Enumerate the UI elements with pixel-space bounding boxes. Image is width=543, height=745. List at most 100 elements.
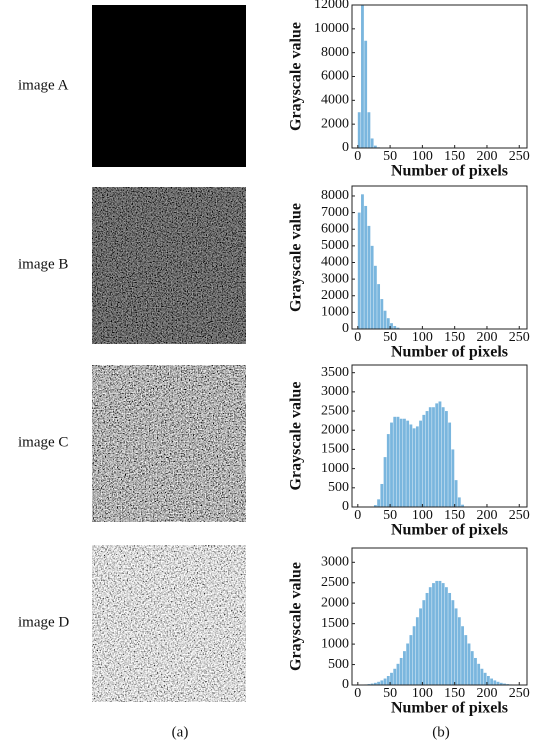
y-tick-label: 3500	[321, 365, 349, 380]
x-tick-label: 200	[476, 149, 497, 164]
bar	[467, 643, 471, 685]
bar	[383, 678, 387, 685]
bars	[357, 194, 406, 329]
bar	[406, 643, 410, 685]
bar	[393, 326, 397, 329]
x-tick-label: 100	[412, 508, 433, 523]
bar	[444, 411, 448, 507]
y-tick-label: 0	[342, 677, 349, 692]
bar	[451, 449, 455, 507]
plot-frame	[351, 547, 528, 686]
bar	[493, 680, 497, 685]
y-tick-label: 4000	[321, 255, 349, 270]
bar	[480, 668, 484, 685]
bars	[373, 401, 468, 507]
y-tick-label: 10000	[314, 21, 349, 36]
bar	[370, 245, 374, 329]
bar	[419, 420, 422, 507]
bar	[451, 600, 455, 685]
y-tick-label: 1000	[321, 636, 349, 651]
bar	[380, 483, 384, 507]
x-axis-label: Number of pixels	[391, 344, 508, 361]
y-tick-label: 1500	[321, 442, 349, 457]
bar	[370, 138, 374, 148]
bar	[503, 683, 506, 685]
bar	[393, 668, 397, 685]
y-axis-label: Grayscale value	[288, 203, 305, 312]
bar	[454, 608, 458, 685]
y-tick-label: 0	[342, 140, 349, 155]
bar	[441, 583, 445, 685]
bar	[483, 672, 487, 685]
bar	[474, 657, 477, 685]
y-tick-label: 0	[342, 499, 349, 514]
plot-frame	[351, 185, 528, 330]
y-tick-label: 8000	[321, 45, 349, 60]
bar	[396, 416, 400, 507]
y-tick-label: 500	[328, 480, 349, 495]
panel-label: (b)	[432, 724, 450, 740]
bar	[461, 504, 464, 507]
bar	[393, 416, 397, 507]
image-label: image B	[18, 256, 68, 272]
y-tick-label: 4000	[321, 93, 349, 108]
image-label: image A	[18, 77, 69, 93]
y-tick-label: 0	[342, 321, 349, 336]
x-tick-label: 50	[383, 686, 397, 701]
y-tick-label: 2000	[321, 288, 349, 303]
bar	[432, 583, 435, 685]
x-tick-label: 0	[354, 330, 361, 345]
x-tick-label: 0	[354, 508, 361, 523]
bar	[367, 225, 371, 329]
bar	[361, 5, 364, 148]
y-tick-label: 8000	[321, 188, 349, 203]
bar	[415, 426, 419, 507]
x-tick-label: 200	[476, 330, 497, 345]
bar	[386, 676, 390, 685]
bar	[383, 310, 387, 329]
bar	[409, 424, 413, 507]
y-tick-label: 6000	[321, 221, 349, 236]
y-tick-label: 5000	[321, 238, 349, 253]
bar	[499, 682, 503, 685]
bar	[380, 680, 384, 685]
bar	[403, 651, 406, 685]
panel-label: (a)	[172, 724, 189, 740]
bar	[490, 678, 494, 685]
y-tick-label: 7000	[321, 205, 349, 220]
bar	[373, 145, 377, 148]
y-tick-label: 1500	[321, 616, 349, 631]
bar	[428, 407, 432, 507]
bar	[373, 265, 377, 329]
y-tick-label: 3000	[321, 384, 349, 399]
x-tick-label: 0	[354, 686, 361, 701]
bar	[364, 40, 368, 148]
bar	[422, 600, 426, 685]
bar	[425, 592, 429, 685]
x-tick-label: 250	[509, 686, 530, 701]
plot-frame	[351, 364, 528, 508]
bar	[409, 635, 413, 685]
bar	[428, 587, 432, 685]
image-label: image D	[18, 614, 69, 630]
bar	[386, 318, 390, 329]
x-tick-label: 250	[509, 149, 530, 164]
x-tick-label: 200	[476, 686, 497, 701]
bar	[457, 617, 461, 685]
image-c-noise	[92, 365, 246, 522]
bar	[432, 407, 435, 507]
bar	[425, 411, 429, 507]
x-axis-label: Number of pixels	[391, 522, 508, 539]
x-tick-label: 250	[509, 508, 530, 523]
bars	[357, 580, 523, 685]
image-a-noise	[92, 5, 246, 167]
bar	[438, 580, 442, 685]
bar	[386, 434, 390, 507]
y-tick-label: 6000	[321, 69, 349, 84]
image-b-noise	[92, 187, 246, 344]
bar	[373, 682, 377, 685]
bar	[496, 681, 500, 685]
bar	[435, 403, 439, 507]
bar	[412, 428, 416, 507]
bar	[448, 592, 452, 685]
